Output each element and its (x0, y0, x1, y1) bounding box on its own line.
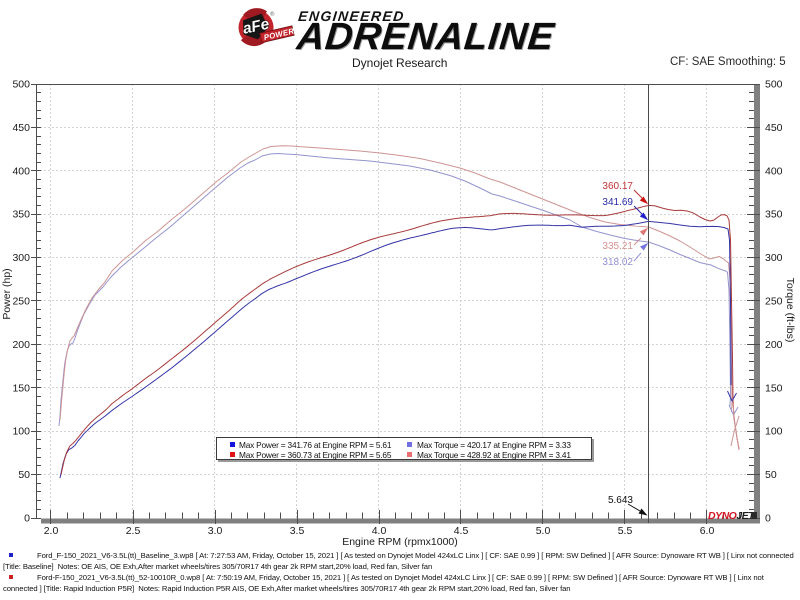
svg-text:500: 500 (12, 79, 30, 91)
svg-text:3.0: 3.0 (208, 525, 223, 537)
svg-text:200: 200 (12, 339, 30, 351)
svg-text:50: 50 (18, 469, 30, 481)
svg-text:350: 350 (12, 209, 30, 221)
svg-text:150: 150 (765, 382, 783, 394)
svg-text:5.643: 5.643 (608, 495, 633, 506)
svg-text:100: 100 (765, 426, 783, 438)
svg-text:3.5: 3.5 (290, 525, 305, 537)
svg-text:400: 400 (12, 165, 30, 177)
svg-text:4.0: 4.0 (372, 525, 387, 537)
svg-text:335.21: 335.21 (602, 241, 633, 252)
svg-text:5.5: 5.5 (618, 525, 633, 537)
svg-text:250: 250 (765, 296, 783, 308)
svg-text:0: 0 (24, 513, 30, 525)
svg-text:Engine RPM (rpmx1000): Engine RPM (rpmx1000) (342, 536, 458, 548)
svg-text:4.5: 4.5 (454, 525, 469, 537)
svg-text:318.02: 318.02 (602, 257, 633, 268)
svg-text:5.0: 5.0 (536, 525, 551, 537)
svg-text:2.0: 2.0 (44, 525, 59, 537)
svg-text:250: 250 (12, 296, 30, 308)
svg-text:450: 450 (12, 122, 30, 134)
svg-text:300: 300 (12, 252, 30, 264)
svg-text:Torque (ft-lbs): Torque (ft-lbs) (784, 278, 796, 343)
svg-text:2.5: 2.5 (126, 525, 141, 537)
svg-text:360.17: 360.17 (602, 181, 633, 192)
svg-text:ADRENALINE: ADRENALINE (294, 16, 557, 58)
svg-text:®: ® (270, 11, 275, 18)
svg-text:350: 350 (765, 209, 783, 221)
svg-text:300: 300 (765, 252, 783, 264)
svg-text:450: 450 (765, 122, 783, 134)
svg-text:400: 400 (765, 165, 783, 177)
svg-text:100: 100 (12, 426, 30, 438)
svg-text:200: 200 (765, 339, 783, 351)
svg-text:341.69: 341.69 (602, 197, 633, 208)
svg-text:DYNOJET: DYNOJET (708, 510, 756, 522)
svg-text:ENGINEERED: ENGINEERED (297, 8, 405, 24)
svg-text:0: 0 (765, 513, 771, 525)
svg-text:6.0: 6.0 (700, 525, 715, 537)
svg-text:150: 150 (12, 382, 30, 394)
svg-text:Power (hp): Power (hp) (1, 268, 13, 319)
svg-text:ADRENALINE: ADRENALINE (295, 17, 558, 59)
svg-text:50: 50 (765, 469, 777, 481)
svg-text:500: 500 (765, 79, 783, 91)
